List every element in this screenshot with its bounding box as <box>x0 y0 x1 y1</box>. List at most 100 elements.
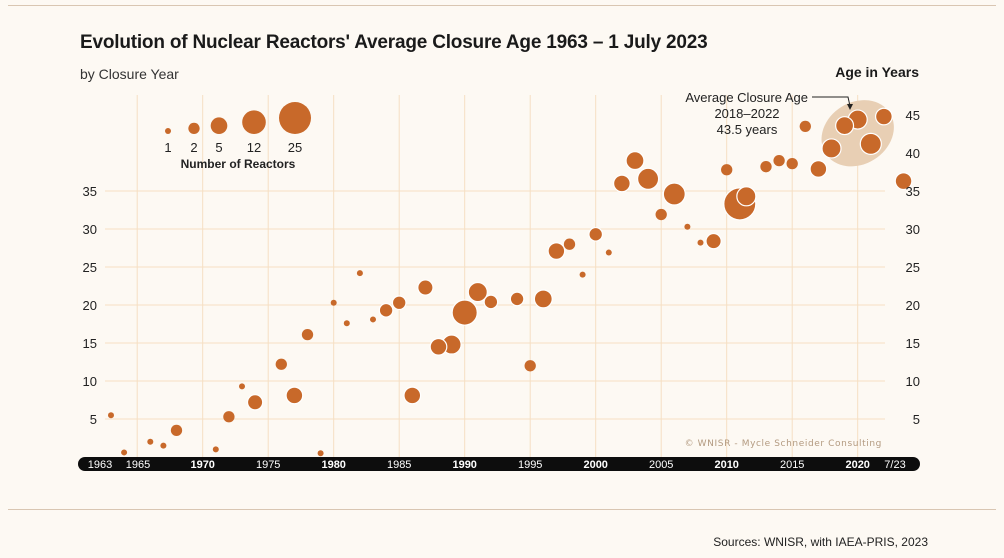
bubble-point <box>773 154 785 167</box>
bubble-point <box>612 174 631 193</box>
bubble-point <box>212 446 219 453</box>
bubble-point <box>721 164 733 176</box>
left-tick-label: 30 <box>83 222 97 237</box>
bubble-point <box>809 160 828 178</box>
size-legend: Number of Reactors 1 2 5 12 25 <box>164 102 311 171</box>
bubble-point <box>563 238 576 250</box>
legend-size-label: 25 <box>288 140 302 155</box>
annotation-line-2: 2018–2022 <box>714 106 779 121</box>
bubble-point <box>736 186 757 207</box>
right-tick-label: 5 <box>913 412 920 427</box>
right-tick-label: 15 <box>906 336 920 351</box>
bottom-rule <box>8 509 996 510</box>
right-tick-label: 25 <box>906 260 920 275</box>
right-axis-ticks: 5 10 15 20 25 30 35 40 45 <box>906 108 920 427</box>
bubble-point <box>655 208 667 221</box>
bubble-point <box>356 270 363 277</box>
x-tick-label: 1970 <box>190 459 214 471</box>
x-tick-label: 2015 <box>780 459 804 471</box>
bubble-point <box>579 271 586 278</box>
x-tick-label: 2020 <box>845 459 869 471</box>
bubble-point <box>588 226 604 242</box>
right-tick-label: 45 <box>906 108 920 123</box>
x-tick-label: 1975 <box>256 459 280 471</box>
left-tick-label: 25 <box>83 260 97 275</box>
legend-bubble <box>188 122 200 134</box>
legend-bubble <box>242 110 266 134</box>
annotation-line-3: 43.5 years <box>717 122 778 137</box>
bubble-point <box>317 450 324 457</box>
x-tick-label: 7/23 <box>884 459 905 471</box>
bubble-point <box>239 383 245 390</box>
bubble-point <box>760 161 772 173</box>
bubble-point <box>160 442 167 449</box>
bubbles-group <box>108 107 913 457</box>
left-tick-label: 35 <box>83 184 97 199</box>
bubble-point <box>301 328 314 341</box>
legend-size-label: 1 <box>164 140 171 155</box>
bubble-point <box>684 223 691 230</box>
legend-bubble <box>210 117 228 134</box>
left-tick-label: 20 <box>83 298 97 313</box>
x-tick-label: 1963 <box>88 459 112 471</box>
right-tick-label: 10 <box>906 374 920 389</box>
bubble-point <box>403 386 422 405</box>
right-tick-label: 40 <box>906 146 920 161</box>
bubble-point <box>697 239 704 246</box>
bubble-point <box>467 281 488 303</box>
bubble-point <box>636 167 660 190</box>
chart-title: Evolution of Nuclear Reactors' Average C… <box>80 32 708 53</box>
x-tick-label: 2010 <box>714 459 738 471</box>
bubble-point <box>378 302 394 318</box>
credit-text: © WNISR - Mycle Schneider Consulting <box>685 439 882 449</box>
bubble-point <box>799 120 811 133</box>
annotation-arrowhead <box>847 104 853 110</box>
right-tick-label: 30 <box>906 222 920 237</box>
bubble-point <box>533 289 553 309</box>
bubble-point <box>894 172 913 191</box>
x-tick-label: 1965 <box>126 459 150 471</box>
x-tick-label: 1980 <box>321 459 345 471</box>
x-axis-bar <box>78 457 920 471</box>
left-tick-label: 10 <box>83 374 97 389</box>
top-rule <box>8 5 996 6</box>
bubble-point <box>170 424 183 437</box>
bubble-point <box>429 337 448 356</box>
bubble-point <box>705 232 722 250</box>
bubble-point <box>509 291 525 307</box>
legend-size-label: 5 <box>215 140 222 155</box>
legend-bubble <box>279 102 311 134</box>
left-tick-label: 5 <box>90 412 97 427</box>
annotation: Average Closure Age 2018–2022 43.5 years <box>685 90 853 137</box>
annotation-leader-line <box>812 96 851 107</box>
legend-size-label: 2 <box>190 140 197 155</box>
x-tick-label: 2005 <box>649 459 673 471</box>
bubble-point <box>108 412 114 419</box>
right-tick-label: 20 <box>906 298 920 313</box>
x-axis: 1963 1965 1970 1975 1980 1985 1990 1995 2000 2005… <box>78 457 920 471</box>
bubble-point <box>285 386 304 405</box>
right-tick-label: 35 <box>906 184 920 199</box>
bubble-point <box>391 295 407 311</box>
bubble-point <box>483 294 499 310</box>
bubble-point <box>547 242 566 260</box>
bubble-point <box>417 279 434 296</box>
x-tick-label: 1990 <box>452 459 476 471</box>
bubble-point <box>147 438 154 445</box>
bubble-point <box>524 360 536 372</box>
legend-title: Number of Reactors <box>181 157 296 171</box>
chart-subtitle: by Closure Year <box>80 66 179 82</box>
bubble-point <box>330 299 337 306</box>
bubble-point <box>662 182 686 206</box>
bubble-point <box>625 151 645 171</box>
bubble-point <box>874 107 893 126</box>
left-axis-ticks: 5 10 15 20 25 30 35 <box>83 184 97 427</box>
legend-size-label: 12 <box>247 140 261 155</box>
annotation-line-1: Average Closure Age <box>685 90 808 105</box>
left-tick-label: 15 <box>83 336 97 351</box>
bubble-point <box>786 157 798 170</box>
y-axis-label: Age in Years <box>835 64 919 80</box>
bubble-point <box>121 449 128 456</box>
bubble-point <box>275 358 287 370</box>
